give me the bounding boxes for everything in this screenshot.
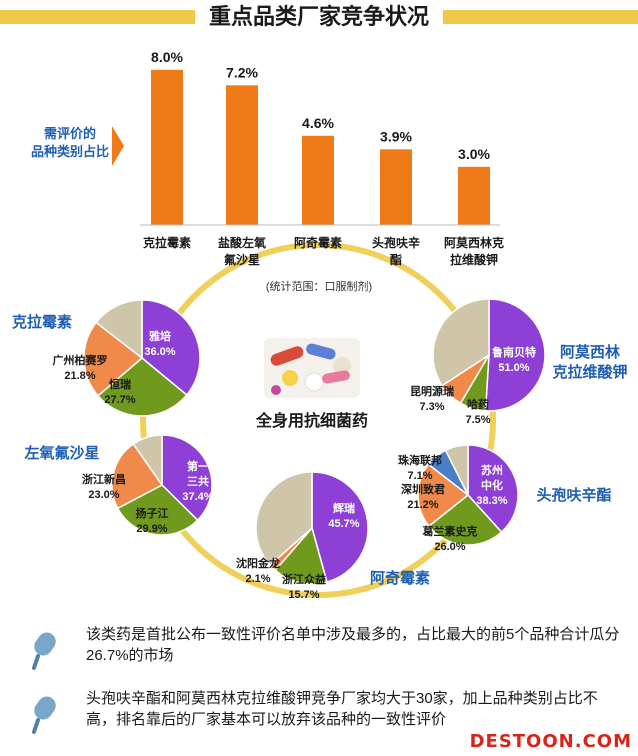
pie-slice-label: 三共 bbox=[187, 474, 209, 488]
pie-slice-label: 7.1% bbox=[407, 470, 432, 482]
bar-value-label: 4.6% bbox=[302, 115, 334, 131]
pie-title: 头孢呋辛酯 bbox=[536, 486, 611, 504]
note-1: 该类药是首批公布一致性评价名单中涉及最多的，占比最大的前5个品种合计瓜分26.7… bbox=[0, 620, 638, 678]
pie-slice bbox=[427, 493, 503, 546]
pie-slice-label: 26.0% bbox=[434, 541, 465, 553]
pie-slice-label: 7.3% bbox=[419, 401, 444, 413]
side-arrow-icon bbox=[112, 126, 124, 166]
pie-slice-label: 15.7% bbox=[288, 589, 319, 601]
pie-title: 克拉霉素 bbox=[12, 313, 72, 331]
bar bbox=[226, 85, 258, 225]
bar-value-label: 7.2% bbox=[226, 64, 258, 80]
note-text-1: 该类药是首批公布一致性评价名单中涉及最多的，占比最大的前5个品种合计瓜分26.7… bbox=[86, 626, 620, 664]
bar-value-label: 3.9% bbox=[380, 128, 412, 144]
pie-slice bbox=[444, 444, 469, 496]
pie-slice-label: 23.0% bbox=[88, 489, 119, 501]
pie-slice-label: 雅培 bbox=[149, 329, 171, 343]
side-label-line-1: 需评价的 bbox=[44, 126, 96, 141]
bar-category-label: 拉维酸钾 bbox=[450, 252, 498, 267]
pie-slice-label: 扬子江 bbox=[136, 506, 169, 520]
pie-slice bbox=[95, 299, 143, 360]
bar bbox=[458, 166, 490, 225]
pie-slice bbox=[311, 471, 369, 583]
pie-slice-label: 广州柏赛罗 bbox=[53, 353, 108, 367]
bar-category-label: 酯 bbox=[390, 252, 402, 267]
bar bbox=[151, 69, 183, 225]
title-stripe-left bbox=[0, 10, 195, 24]
pie-title: 克拉维酸钾 bbox=[552, 363, 627, 381]
pie-slice-label: 恒瑞 bbox=[109, 377, 131, 391]
bar-value-label: 3.0% bbox=[458, 146, 490, 162]
bar bbox=[302, 135, 334, 225]
bar-value-label: 8.0% bbox=[151, 49, 183, 65]
pie-slice-label: 苏州 bbox=[481, 463, 503, 477]
bar-category-label: 盐酸左氧 bbox=[218, 235, 266, 250]
pie-slice-label: 36.0% bbox=[144, 346, 175, 358]
page-title: 重点品类厂家竞争状况 bbox=[208, 4, 429, 29]
pie-slice bbox=[132, 434, 163, 488]
pie-slice-label: 沈阳金龙 bbox=[236, 556, 280, 570]
pie-slice-label: 21.8% bbox=[64, 370, 95, 382]
pill-image bbox=[264, 338, 360, 398]
pie-slice-label: 27.7% bbox=[104, 394, 135, 406]
pie-slice-label: 哈药 bbox=[467, 397, 489, 411]
pie-slice-label: 第一 bbox=[187, 459, 209, 473]
pie-slice-label: 辉瑞 bbox=[333, 501, 355, 515]
microphone-icon bbox=[32, 696, 56, 734]
pie-slice bbox=[467, 444, 519, 534]
pie-slice bbox=[141, 299, 201, 397]
bar-category-label: 克拉霉素 bbox=[143, 235, 191, 250]
side-label: 需评价的 品种类别占比 bbox=[31, 126, 124, 166]
note-2: 头孢呋辛酯和阿莫西林克拉维酸钾竞争厂家均大于30家，加上品种类别占比不高，排名靠… bbox=[0, 684, 638, 742]
bar bbox=[380, 149, 412, 225]
pie-slice-label: 21.2% bbox=[407, 499, 438, 511]
pie-slice-label: 中化 bbox=[481, 478, 503, 492]
bar-category-label: 阿莫西林克 bbox=[444, 235, 504, 250]
side-label-line-2: 品种类别占比 bbox=[31, 144, 109, 159]
pie-slice-label: 37.4% bbox=[182, 491, 213, 503]
pie-slice bbox=[484, 298, 546, 412]
pie-slice bbox=[274, 526, 328, 585]
title-stripe-right bbox=[443, 10, 638, 24]
pie-title: 阿奇霉素 bbox=[370, 569, 430, 587]
pie-slice bbox=[161, 434, 213, 522]
center-label: 全身用抗细菌药 bbox=[255, 411, 368, 430]
pie-slice-label: 29.9% bbox=[136, 523, 167, 535]
pie-slice-label: 2.1% bbox=[245, 573, 270, 585]
title-band: 重点品类厂家竞争状况 bbox=[0, 0, 638, 34]
pie-slice bbox=[417, 463, 470, 528]
pie-slice-label: 鲁南贝特 bbox=[492, 345, 536, 359]
bar-category-label: 头孢呋辛 bbox=[372, 235, 420, 250]
pie-slice-label: 38.3% bbox=[476, 495, 507, 507]
site-logo: DESTOON.COM bbox=[469, 731, 632, 752]
pie-title: 左氧氟沙星 bbox=[23, 444, 99, 462]
pie-slice bbox=[96, 357, 188, 417]
pie-slice-label: 珠海联邦 bbox=[398, 453, 442, 467]
pie-slice-label: 葛兰素史克 bbox=[422, 524, 478, 538]
pie-slice-label: 7.5% bbox=[465, 414, 490, 426]
pie-slice bbox=[83, 321, 144, 397]
connector-ring bbox=[140, 242, 496, 598]
pie-slice bbox=[432, 298, 490, 387]
pie-slice bbox=[255, 471, 313, 567]
pie-slice-label: 51.0% bbox=[498, 362, 529, 374]
pie-slice-label: 深圳致君 bbox=[401, 482, 445, 496]
scope-note: (统计范围：口服制剂) bbox=[266, 279, 372, 293]
pie-slice-label: 昆明源瑞 bbox=[410, 384, 454, 398]
pie-slice bbox=[116, 484, 199, 536]
pie-slice bbox=[111, 442, 164, 510]
pie-slice-label: 45.7% bbox=[328, 518, 359, 530]
bar-category-label: 阿奇霉素 bbox=[294, 235, 342, 250]
microphone-icon bbox=[32, 632, 56, 670]
pie-slice-label: 浙江新昌 bbox=[82, 472, 126, 486]
pie-slice-label: 浙江众益 bbox=[282, 572, 326, 586]
bar-category-label: 氟沙星 bbox=[224, 252, 260, 267]
note-text-2: 头孢呋辛酯和阿莫西林克拉维酸钾竞争厂家均大于30家，加上品种类别占比不高，排名靠… bbox=[86, 690, 598, 728]
pie-title: 阿莫西林 bbox=[560, 343, 621, 361]
